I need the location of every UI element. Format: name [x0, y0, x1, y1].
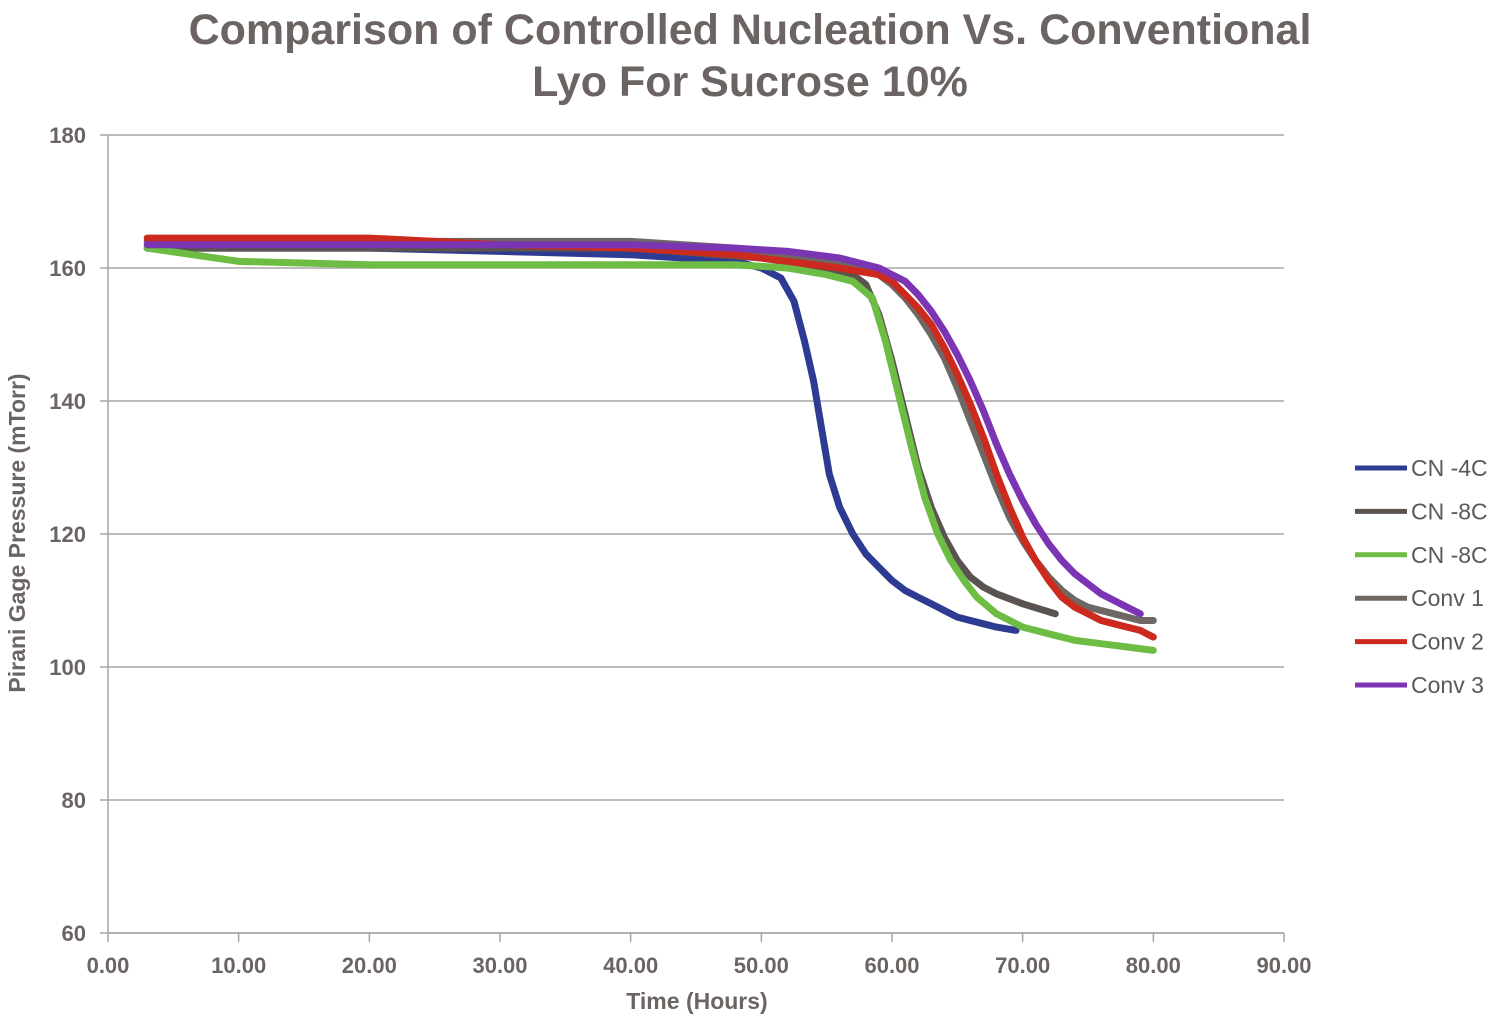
x-tick-label: 80.00: [1126, 953, 1181, 978]
x-tick-label: 20.00: [342, 953, 397, 978]
legend: CN -4C CN -8C CN -8C Conv 1 Conv 2 Conv 3: [1355, 455, 1488, 698]
axes: [100, 134, 1285, 942]
chart-title-line-1: Comparison of Controlled Nucleation Vs. …: [188, 6, 1312, 54]
y-axis-title: Pirani Gage Pressure (mTorr): [4, 373, 30, 692]
series-line-3: [143, 244, 1157, 654]
x-tick-label: 70.00: [995, 953, 1050, 978]
x-tick-label: 30.00: [472, 953, 527, 978]
x-tick-label: 90.00: [1256, 953, 1311, 978]
x-tick-label: 60.00: [864, 953, 919, 978]
chart-title: Comparison of Controlled Nucleation Vs. …: [0, 4, 1500, 108]
x-tick-label: 10.00: [211, 953, 266, 978]
tick-labels: 60 80 100 120 140 160 180 0.00 10.00 20.00 30.00 40…: [49, 123, 1311, 978]
x-tick-label: 40.00: [603, 953, 658, 978]
x-tick-label: 0.00: [87, 953, 130, 978]
legend-label: CN -4C: [1411, 455, 1488, 481]
y-tick-label: 180: [49, 123, 86, 148]
legend-label: Conv 2: [1411, 629, 1484, 655]
y-tick-label: 60: [62, 921, 86, 946]
chart-title-line-2: Lyo For Sucrose 10%: [532, 58, 968, 106]
y-tick-label: 80: [62, 788, 86, 813]
series-line-1: [143, 244, 1020, 634]
y-tick-label: 140: [49, 389, 86, 414]
x-axis-title: Time (Hours): [626, 988, 767, 1014]
legend-label: Conv 1: [1411, 585, 1484, 611]
series-lines: [143, 234, 1157, 654]
legend-label: CN -8C: [1411, 498, 1488, 524]
y-tick-label: 120: [49, 522, 86, 547]
series-line-5: [143, 234, 1157, 641]
x-tick-label: 50.00: [734, 953, 789, 978]
legend-label: CN -8C: [1411, 542, 1488, 568]
series-line-4: [143, 237, 1157, 624]
series-line-2: [143, 244, 1059, 618]
series-line-6: [143, 241, 1144, 618]
y-tick-label: 100: [49, 655, 86, 680]
legend-label: Conv 3: [1411, 672, 1484, 698]
y-tick-label: 160: [49, 256, 86, 281]
